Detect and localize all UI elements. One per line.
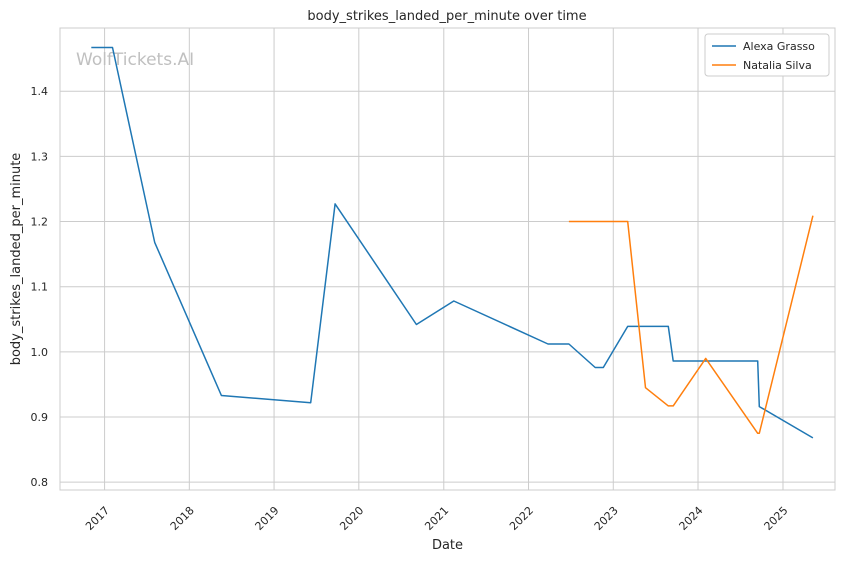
gridlines [60, 28, 835, 490]
x-tick-label: 2020 [337, 504, 366, 533]
y-tick-label: 1.3 [31, 150, 49, 163]
watermark-text: WolfTickets.AI [76, 50, 194, 70]
plot-area [59, 27, 836, 491]
x-tick-label: 2018 [168, 504, 197, 533]
legend-label: Alexa Grasso [743, 40, 815, 53]
y-tick-label: 1.1 [31, 281, 49, 294]
series-line-2 [568, 215, 814, 435]
y-tick-label: 0.9 [31, 411, 49, 424]
x-tick-label: 2021 [422, 504, 451, 533]
legend: Alexa Grasso Natalia Silva [704, 33, 830, 77]
x-tick-label: 2025 [762, 504, 791, 533]
y-axis-label: body_strikes_landed_per_minute [9, 153, 24, 366]
y-axis-ticks: 0.8 0.9 1.0 1.1 1.2 1.3 1.4 [31, 85, 49, 489]
y-tick-label: 1.4 [31, 85, 49, 98]
x-tick-label: 2022 [507, 504, 536, 533]
y-tick-label: 1.0 [31, 346, 49, 359]
legend-label: Natalia Silva [743, 59, 812, 72]
x-tick-label: 2019 [253, 504, 282, 533]
series-line-1 [91, 46, 814, 439]
x-axis-label: Date [432, 538, 463, 553]
x-axis-ticks: 2017 2018 2019 2020 2021 2022 2023 2024 2025 [83, 504, 790, 533]
y-tick-label: 0.8 [31, 476, 49, 489]
x-tick-label: 2017 [83, 504, 112, 533]
chart-title: body_strikes_landed_per_minute over time [307, 9, 586, 24]
x-tick-label: 2023 [592, 504, 621, 533]
x-tick-label: 2024 [677, 504, 706, 533]
y-tick-label: 1.2 [31, 216, 49, 229]
series-layer [91, 46, 814, 439]
